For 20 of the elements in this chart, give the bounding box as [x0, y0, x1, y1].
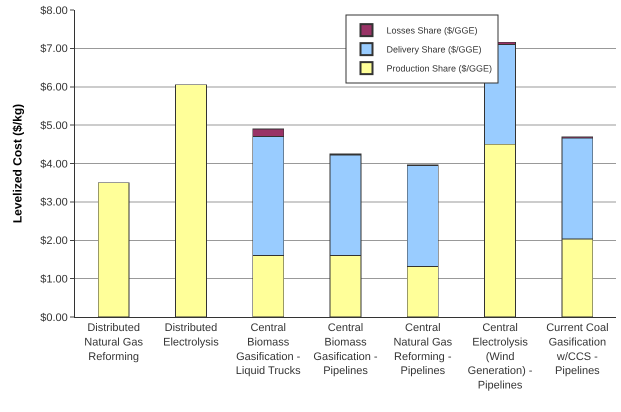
y-tick-label: $1.00 [40, 273, 68, 286]
x-tick-label: Central Biomass Gasification - Liquid Trucks [236, 322, 302, 378]
x-tick-label: Central Biomass Gasification - Pipelines [313, 322, 378, 378]
y-axis-title: Levelized Cost ($/kg) [10, 104, 25, 224]
y-tick-label: $6.00 [40, 82, 68, 94]
x-tick-label: Distributed Electrolysis [163, 322, 220, 348]
y-tick-label: $3.00 [40, 196, 68, 209]
y-tick-label: $4.00 [40, 158, 68, 170]
legend-label: Losses Share ($/GGE) [386, 26, 478, 36]
legend-label: Production Share ($/GGE) [386, 64, 492, 74]
y-tick-label: $7.00 [40, 43, 68, 56]
y-tick-label: $5.00 [40, 120, 68, 132]
x-tick-label: Central Natural Gas Reforming - Pipelines [393, 322, 453, 378]
y-tick-label: $8.00 [40, 4, 68, 17]
x-tick-label: Central Electrolysis (Wind Generation) - Pipelines [468, 322, 533, 392]
y-tick-label: $0.00 [40, 312, 68, 324]
x-tick-label: Distributed Natural Gas Reforming [84, 322, 144, 363]
y-tick-label: $2.00 [40, 235, 68, 248]
legend-label: Delivery Share ($/GGE) [386, 44, 482, 55]
x-tick-label: Current Coal Gasification w/CCS - Pipelines [546, 322, 609, 378]
